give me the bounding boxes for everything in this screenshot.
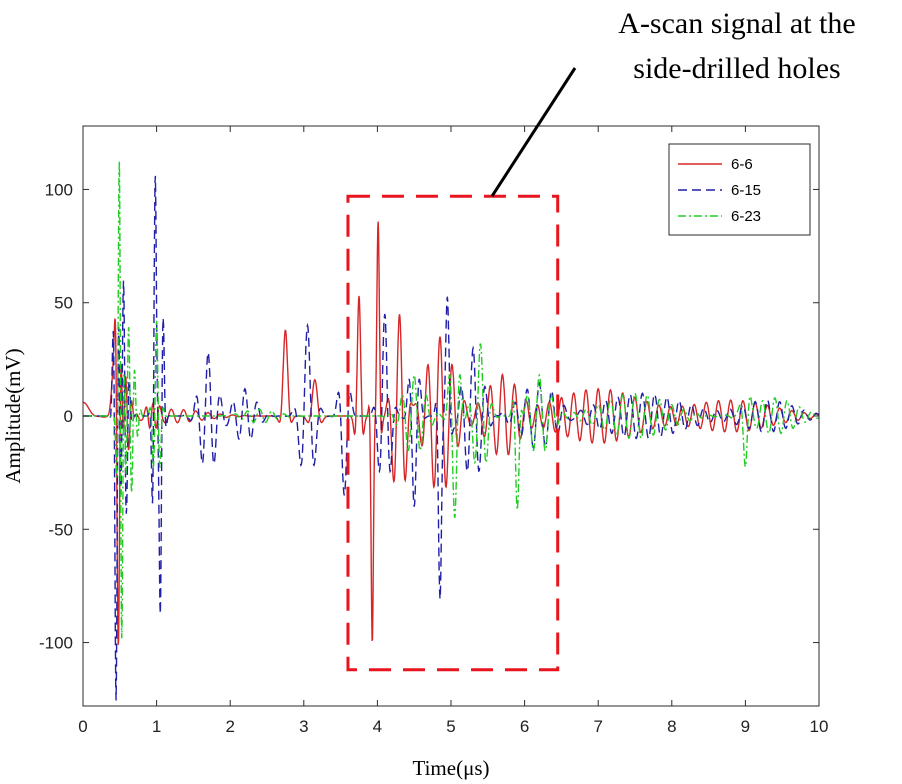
- annotation: A-scan signal at the side-drilled holes: [346, 7, 856, 672]
- x-tick-label: 2: [225, 717, 234, 736]
- y-tick-label: 0: [64, 407, 73, 426]
- x-tick-label: 1: [152, 717, 161, 736]
- x-tick-label: 3: [299, 717, 308, 736]
- x-tick-label: 4: [373, 717, 382, 736]
- y-tick-label: -50: [48, 520, 73, 539]
- annotation-box: [346, 194, 560, 672]
- series-line-6-23: [83, 161, 820, 639]
- legend-label-6-23: 6-23: [731, 208, 761, 225]
- y-axis-label: Amplitude(mV): [1, 348, 25, 483]
- x-tick-label: 8: [667, 717, 676, 736]
- x-tick-label: 6: [520, 717, 529, 736]
- y-tick-label: 50: [54, 294, 73, 313]
- x-tick-label: 7: [593, 717, 602, 736]
- series-layer: [83, 161, 820, 701]
- annotation-text-line-1: A-scan signal at the: [618, 7, 855, 40]
- legend-label-6-15: 6-15: [731, 182, 761, 199]
- x-axis-label: Time(μs): [413, 756, 490, 780]
- annotation-text-line-2: side-drilled holes: [633, 52, 840, 85]
- x-tick-label: 5: [446, 717, 455, 736]
- annotation-pointer: [490, 67, 577, 198]
- x-tick-label: 9: [741, 717, 750, 736]
- series-line-6-15: [83, 175, 820, 701]
- axis-ticks: 0 1 2 3 4 5 6 7 8 9 10 -100 -50 0 50 100: [39, 126, 828, 736]
- y-tick-label: -100: [39, 634, 73, 653]
- legend: 6-6 6-15 6-23: [668, 143, 811, 236]
- y-tick-label: 100: [45, 180, 73, 199]
- legend-label-6-6: 6-6: [731, 156, 753, 173]
- x-tick-label: 0: [78, 717, 87, 736]
- x-tick-label: 10: [810, 717, 829, 736]
